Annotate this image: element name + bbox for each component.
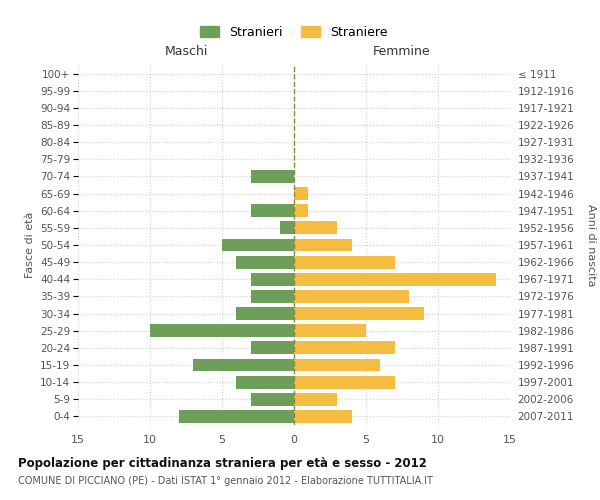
- Bar: [294, 256, 395, 268]
- Bar: [294, 273, 496, 285]
- Bar: [236, 376, 294, 388]
- Bar: [251, 290, 294, 303]
- Bar: [294, 376, 395, 388]
- Text: COMUNE DI PICCIANO (PE) - Dati ISTAT 1° gennaio 2012 - Elaborazione TUTTITALIA.I: COMUNE DI PICCIANO (PE) - Dati ISTAT 1° …: [18, 476, 433, 486]
- Bar: [251, 342, 294, 354]
- Bar: [251, 170, 294, 183]
- Legend: Stranieri, Straniere: Stranieri, Straniere: [196, 21, 392, 44]
- Bar: [251, 393, 294, 406]
- Y-axis label: Anni di nascita: Anni di nascita: [586, 204, 595, 286]
- Bar: [193, 358, 294, 372]
- Bar: [236, 256, 294, 268]
- Bar: [294, 204, 308, 217]
- Bar: [294, 342, 395, 354]
- Bar: [222, 238, 294, 252]
- Bar: [294, 410, 352, 423]
- Bar: [236, 307, 294, 320]
- Text: Maschi: Maschi: [164, 45, 208, 58]
- Text: Femmine: Femmine: [373, 45, 431, 58]
- Bar: [294, 324, 366, 337]
- Bar: [150, 324, 294, 337]
- Bar: [251, 273, 294, 285]
- Text: Popolazione per cittadinanza straniera per età e sesso - 2012: Popolazione per cittadinanza straniera p…: [18, 458, 427, 470]
- Bar: [294, 187, 308, 200]
- Bar: [294, 307, 424, 320]
- Bar: [294, 222, 337, 234]
- Bar: [294, 358, 380, 372]
- Bar: [294, 393, 337, 406]
- Bar: [179, 410, 294, 423]
- Bar: [294, 238, 352, 252]
- Y-axis label: Fasce di età: Fasce di età: [25, 212, 35, 278]
- Bar: [251, 204, 294, 217]
- Bar: [294, 290, 409, 303]
- Bar: [280, 222, 294, 234]
